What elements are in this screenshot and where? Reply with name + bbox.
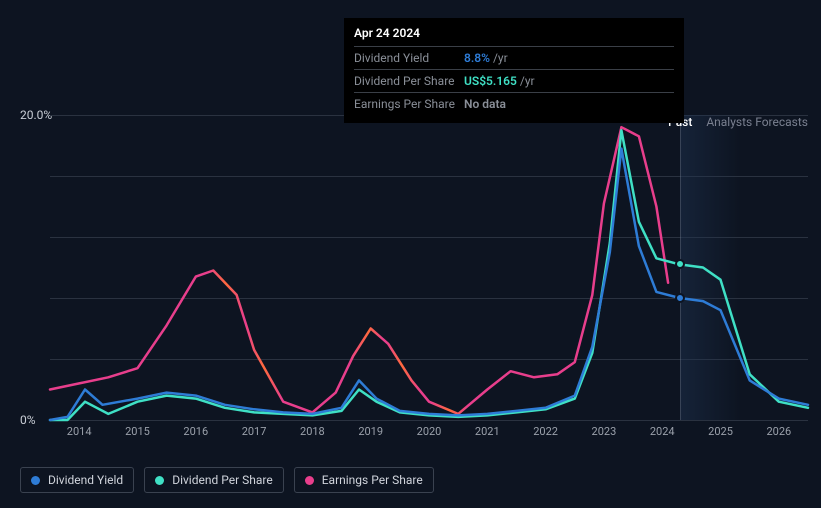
tooltip-value: No data (464, 97, 506, 111)
legend-item[interactable]: Dividend Yield (20, 467, 134, 493)
x-axis-label: 2018 (300, 425, 325, 438)
tooltip-value: US$5.165 (464, 74, 517, 88)
tooltip-row: Dividend Yield8.8%/yr (354, 47, 674, 70)
chart-svg (50, 115, 808, 420)
series-line (50, 130, 808, 420)
x-axis-label: 2019 (358, 425, 383, 438)
grid-line (50, 420, 808, 421)
tooltip-unit: /yr (520, 74, 535, 88)
legend-item[interactable]: Dividend Per Share (144, 467, 284, 493)
x-axis-label: 2024 (650, 425, 675, 438)
legend-dot-icon (31, 476, 40, 485)
legend-label: Dividend Per Share (172, 473, 273, 487)
legend-label: Dividend Yield (48, 473, 123, 487)
legend-dot-icon (155, 476, 164, 485)
tooltip-row: Dividend Per ShareUS$5.165/yr (354, 70, 674, 93)
section-forecast-label: Analysts Forecasts (706, 115, 808, 129)
tooltip-title: Apr 24 2024 (354, 26, 674, 47)
chart-tooltip: Apr 24 2024 Dividend Yield8.8%/yrDividen… (344, 18, 684, 123)
x-axis-label: 2016 (183, 425, 208, 438)
x-axis-label: 2015 (125, 425, 150, 438)
x-axis-label: 2023 (592, 425, 617, 438)
legend-label: Earnings Per Share (322, 473, 423, 487)
x-axis-label: 2022 (533, 425, 558, 438)
y-axis-label: 20.0% (20, 108, 52, 122)
legend-dot-icon (305, 476, 314, 485)
x-axis-label: 2020 (417, 425, 442, 438)
chart-container: 0% 20.0% Past Analysts Forecasts 2014 2015… (20, 105, 810, 450)
section-labels: Past Analysts Forecasts (668, 115, 808, 129)
tooltip-unit: /yr (493, 51, 508, 65)
x-axis-label: 2021 (475, 425, 500, 438)
tooltip-row: Earnings Per ShareNo data (354, 93, 674, 115)
point-marker (675, 293, 685, 303)
legend-item[interactable]: Earnings Per Share (294, 467, 434, 493)
x-axis-label: 2017 (242, 425, 267, 438)
y-axis-label: 0% (20, 413, 36, 427)
x-axis-label: 2014 (67, 425, 92, 438)
tooltip-label: Dividend Yield (354, 51, 464, 65)
legend: Dividend Yield Dividend Per Share Earnings… (20, 467, 434, 493)
tooltip-label: Dividend Per Share (354, 74, 464, 88)
series-line (50, 149, 808, 420)
tooltip-label: Earnings Per Share (354, 97, 464, 111)
x-axis-label: 2025 (708, 425, 733, 438)
x-axis-label: 2026 (766, 425, 791, 438)
series-line (50, 127, 668, 414)
plot-area[interactable]: Past Analysts Forecasts (50, 115, 808, 420)
tooltip-value: 8.8% (464, 51, 490, 65)
point-marker (675, 259, 685, 269)
